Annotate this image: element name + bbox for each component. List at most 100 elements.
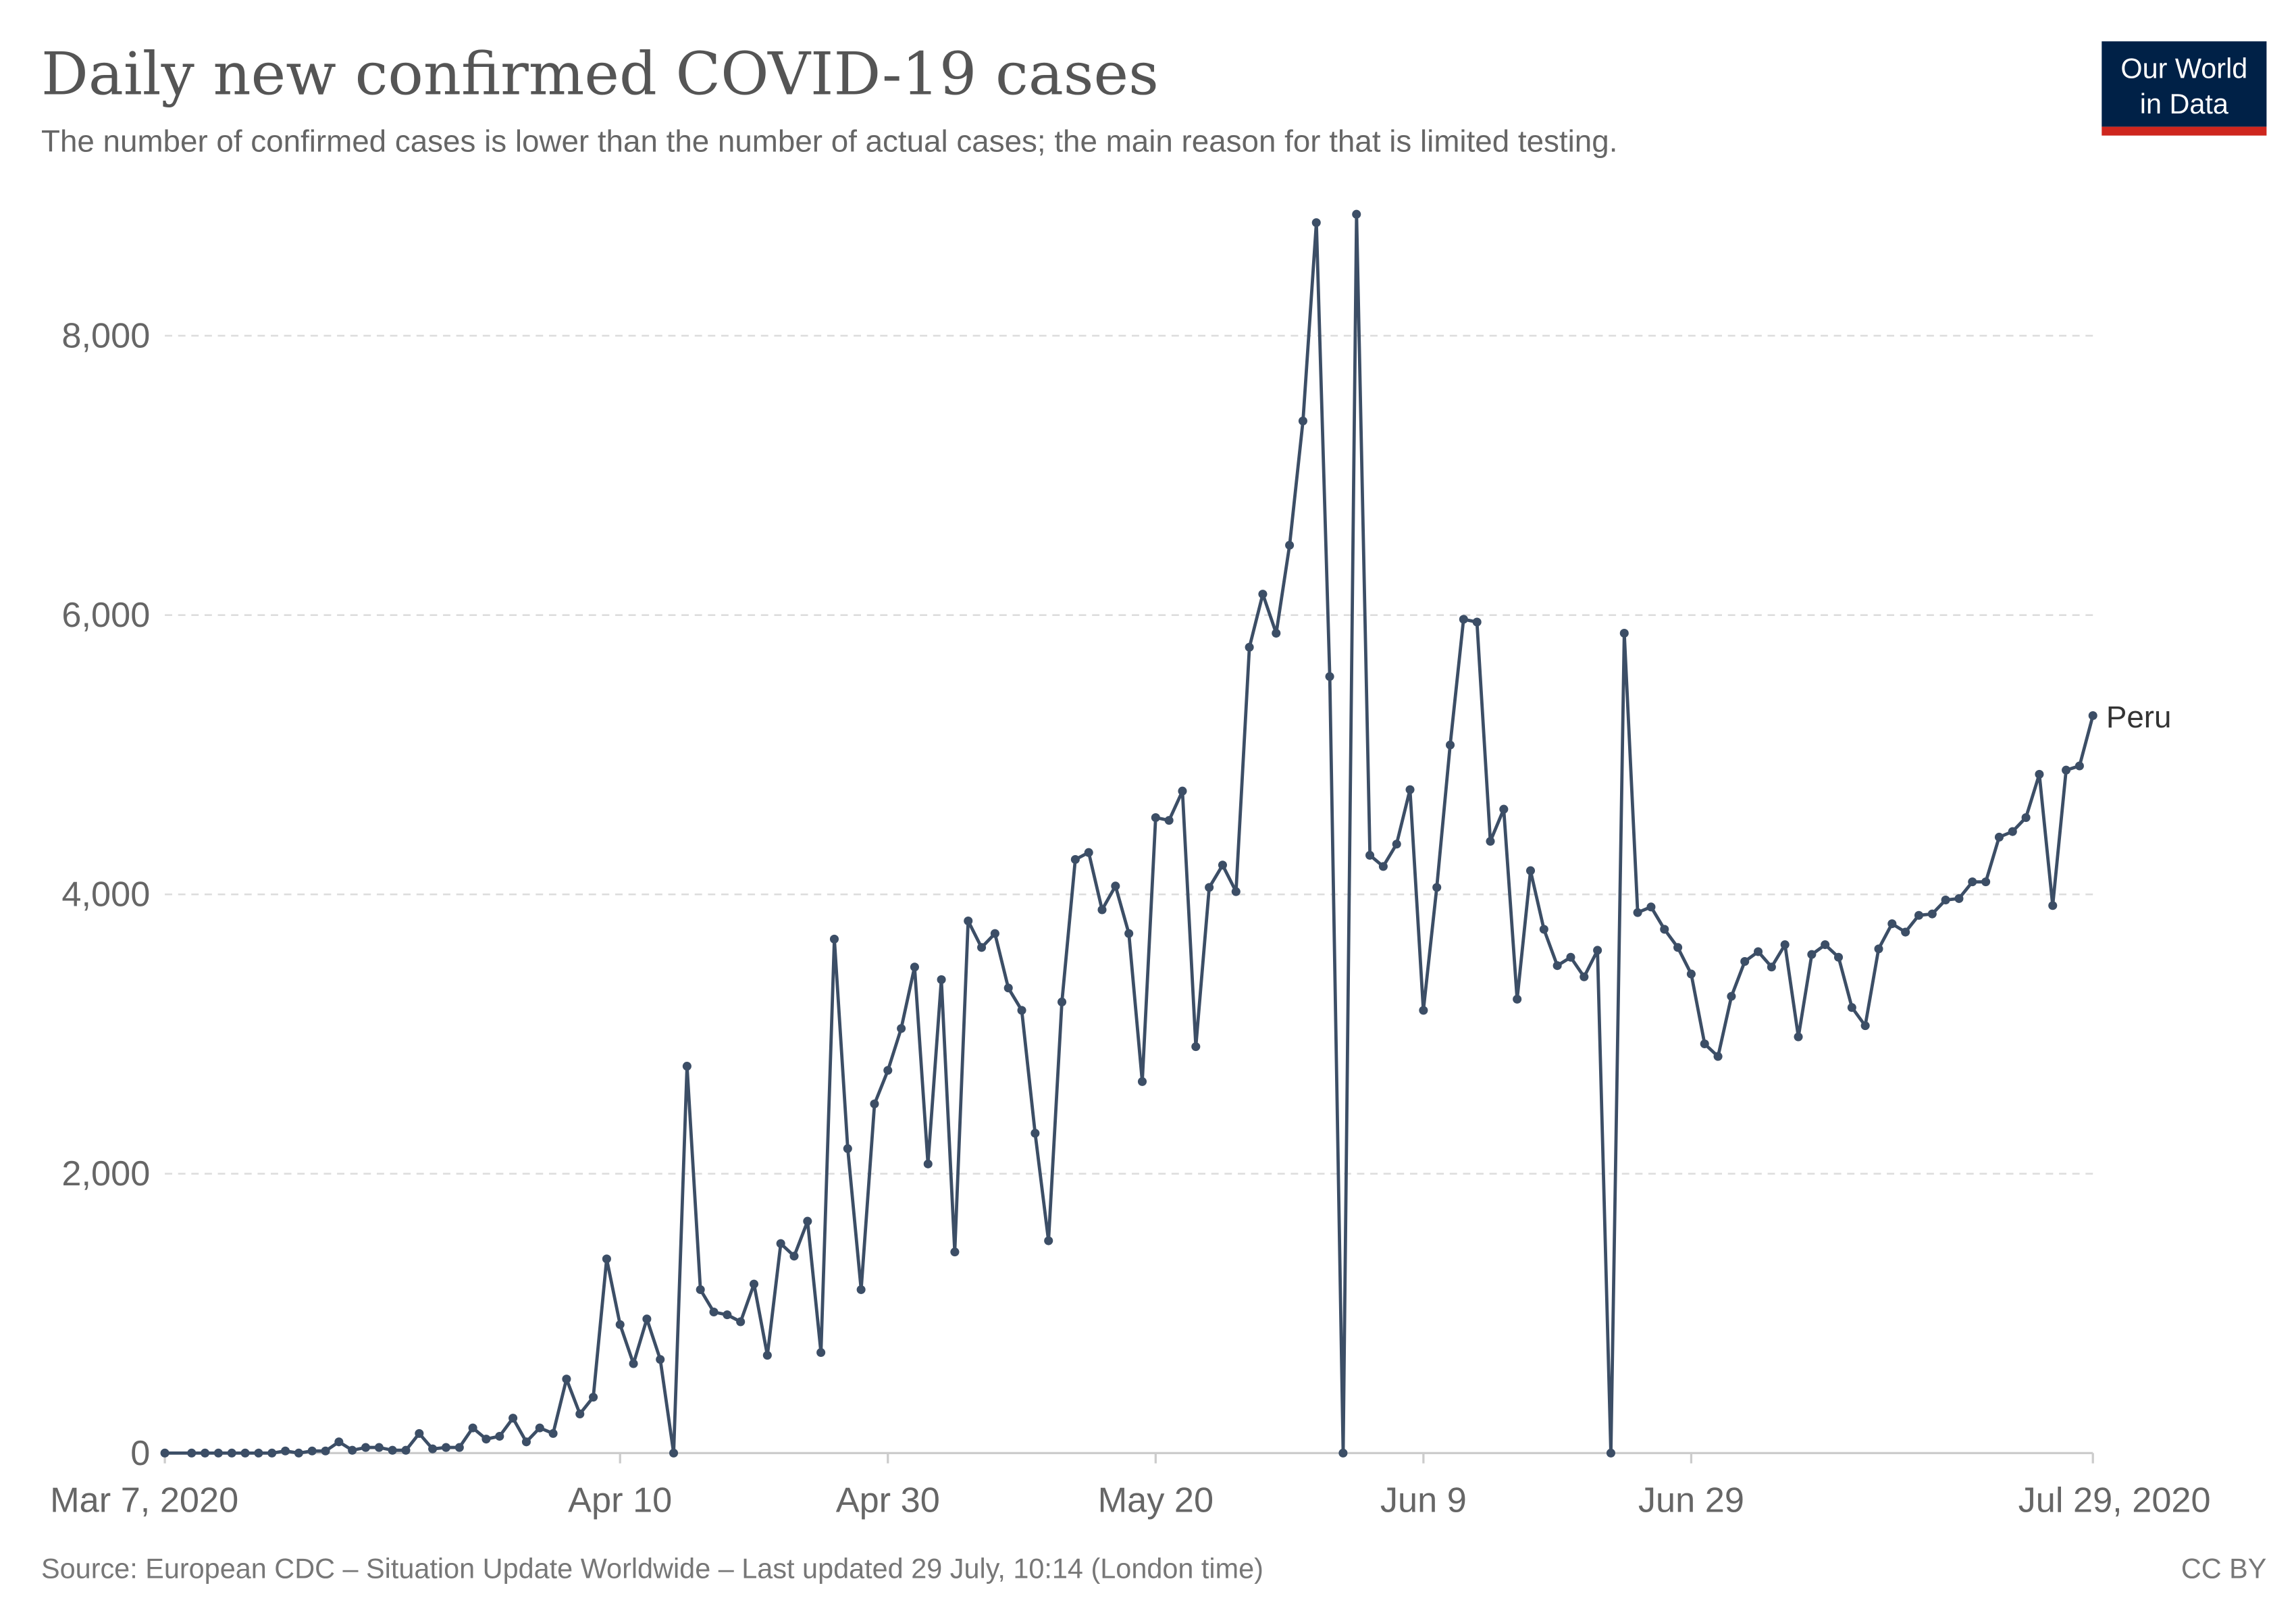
data-point [1151, 813, 1160, 823]
x-tick-label: Apr 30 [836, 1481, 940, 1520]
data-point [1124, 929, 1134, 938]
data-point [508, 1414, 518, 1423]
data-point [1981, 877, 1991, 887]
data-point [160, 1448, 169, 1458]
data-point [1057, 997, 1067, 1006]
y-grid: 0 2,000 4,000 6,000 8,000 [61, 317, 2093, 1473]
data-point [2088, 711, 2097, 721]
data-point [1553, 961, 1562, 971]
license-link[interactable]: CC BY [2181, 1553, 2267, 1585]
data-point [441, 1443, 451, 1452]
data-point [1767, 962, 1776, 972]
data-point [454, 1443, 464, 1452]
data-point [1847, 1003, 1856, 1012]
data-point [950, 1247, 960, 1257]
data-point [428, 1444, 438, 1453]
data-point [1084, 848, 1093, 857]
data-point [977, 943, 987, 952]
data-point [1245, 642, 1254, 652]
source-note: Source: European CDC – Situation Update … [41, 1553, 1263, 1585]
data-point [1593, 946, 1602, 955]
data-point [1097, 905, 1107, 915]
data-point [2021, 813, 2031, 823]
x-axis: Mar 7, 2020 Apr 10 Apr 30 May 20 Jun 9 Jun 29… [50, 1451, 2211, 1520]
data-point [1580, 972, 1589, 981]
data-point [1525, 866, 1536, 875]
data-point [1486, 837, 1495, 846]
y-tick-label: 0 [130, 1434, 150, 1473]
logo-background [2102, 41, 2267, 127]
data-point [1325, 672, 1334, 681]
data-point [548, 1429, 558, 1438]
data-point [2075, 761, 2084, 771]
data-point [1111, 881, 1120, 891]
data-point [856, 1285, 866, 1294]
data-point [615, 1320, 625, 1329]
data-point [213, 1448, 223, 1458]
data-point [1914, 910, 1924, 920]
data-point [910, 962, 919, 972]
data-point [2062, 765, 2071, 775]
data-point [1311, 218, 1321, 228]
data-point [656, 1355, 665, 1364]
data-point [1030, 1129, 1040, 1138]
data-point [1338, 1448, 1348, 1458]
data-point [1566, 952, 1575, 962]
data-point [629, 1359, 638, 1368]
data-point [267, 1448, 277, 1458]
data-point [1352, 209, 1361, 219]
data-point [1191, 1042, 1201, 1052]
y-tick-label: 4,000 [61, 875, 150, 915]
data-point [348, 1445, 357, 1455]
x-tick-label: Mar 7, 2020 [50, 1481, 238, 1520]
data-point [1539, 925, 1548, 934]
x-tick-label: Jun 9 [1380, 1481, 1467, 1520]
data-point [1459, 615, 1468, 624]
data-point [187, 1448, 197, 1458]
data-point [602, 1254, 611, 1264]
data-point [374, 1443, 384, 1452]
data-point [897, 1024, 906, 1033]
data-point [776, 1239, 785, 1248]
data-point [964, 916, 973, 926]
y-tick-label: 6,000 [61, 596, 150, 635]
series-line [165, 212, 2095, 1455]
owid-logo[interactable]: Our World in Data [2102, 41, 2267, 136]
data-point [1673, 943, 1683, 952]
data-point [521, 1437, 531, 1447]
data-point [1513, 994, 1522, 1004]
data-point [1646, 902, 1656, 912]
data-point [495, 1431, 504, 1441]
x-tick-label: Jul 29, 2020 [2018, 1481, 2211, 1520]
series-label: Peru [2106, 700, 2172, 734]
data-point [2008, 827, 2017, 836]
data-point [1070, 854, 1080, 865]
data-point [923, 1159, 933, 1168]
data-point [829, 934, 839, 944]
data-point [240, 1448, 250, 1458]
data-point [1954, 894, 1964, 903]
data-point [1298, 416, 1307, 426]
data-point [1860, 1021, 1870, 1031]
data-point [1794, 1032, 1803, 1041]
data-point [990, 929, 999, 938]
data-point [227, 1448, 236, 1458]
data-point [1392, 840, 1401, 849]
y-tick-label: 8,000 [61, 317, 150, 356]
data-point [1231, 887, 1241, 896]
data-point [642, 1314, 652, 1324]
data-point [201, 1448, 210, 1458]
series-peru: Peru [160, 209, 2172, 1458]
data-point [1713, 1052, 1723, 1061]
data-point [843, 1144, 852, 1154]
data-point [870, 1099, 879, 1108]
data-point [816, 1347, 826, 1358]
logo-line1: Our World [2120, 53, 2247, 84]
data-point [709, 1307, 719, 1317]
data-point [388, 1445, 397, 1455]
data-point [281, 1446, 290, 1456]
data-point [415, 1429, 424, 1438]
data-point [1887, 919, 1897, 929]
data-point [669, 1448, 679, 1458]
